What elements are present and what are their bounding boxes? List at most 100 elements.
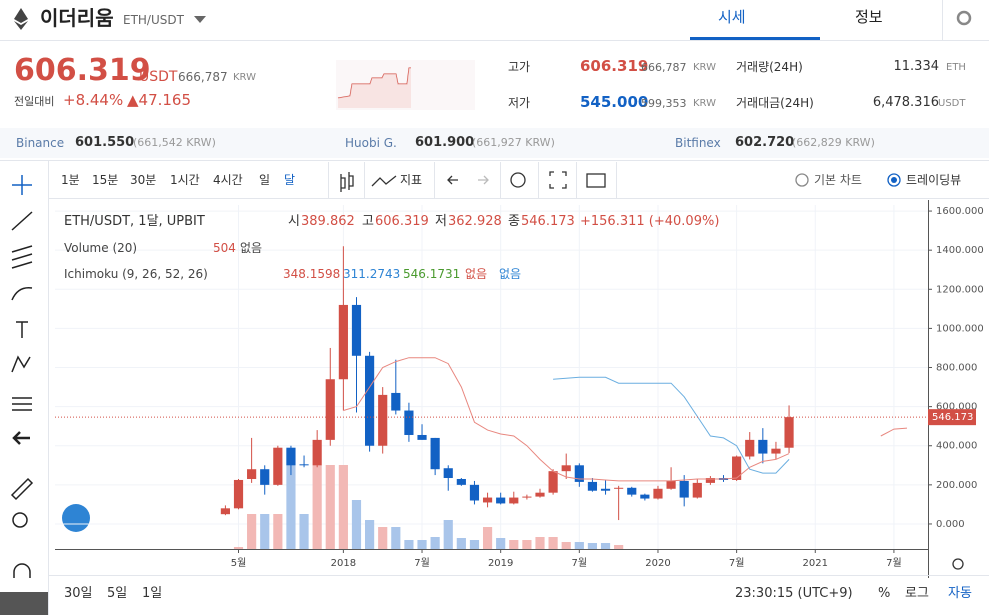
radio-tradingview[interactable] bbox=[887, 173, 901, 187]
price: 606.319 bbox=[14, 53, 151, 88]
candle-body bbox=[587, 481, 598, 491]
change-abs: ▲47.165 bbox=[127, 91, 192, 109]
interval[interactable]: 4시간 bbox=[213, 173, 243, 187]
interval[interactable]: 일 bbox=[259, 173, 271, 187]
separator bbox=[328, 162, 329, 198]
volume-bar bbox=[587, 543, 598, 549]
tab[interactable]: 시세 bbox=[718, 8, 746, 26]
stat-krw: 666,787 bbox=[641, 61, 687, 74]
volume-bar bbox=[273, 514, 283, 549]
pattern-tool[interactable] bbox=[11, 355, 31, 373]
prediction-tool[interactable] bbox=[12, 397, 32, 411]
zoom-tool[interactable] bbox=[12, 512, 28, 528]
volume-bar bbox=[600, 543, 611, 549]
candle-body bbox=[600, 488, 611, 491]
candle-body bbox=[391, 392, 401, 411]
ohlc-value: 389.862 bbox=[301, 214, 355, 229]
range[interactable]: 30일 bbox=[64, 586, 93, 601]
text-tool[interactable] bbox=[16, 321, 28, 338]
settings-gear[interactable] bbox=[956, 10, 972, 26]
radio-basic[interactable] bbox=[795, 173, 809, 187]
y-tick-label: 200.000 bbox=[936, 480, 977, 491]
x-tick-label: 7월 bbox=[886, 557, 902, 569]
candle-type[interactable] bbox=[340, 172, 354, 192]
percent[interactable]: % bbox=[878, 586, 891, 601]
ohlc-label: 시 bbox=[288, 214, 300, 229]
volume-bar bbox=[404, 540, 414, 549]
last-price-box bbox=[928, 409, 976, 426]
interval[interactable]: 1시간 bbox=[170, 173, 200, 187]
volume-bar bbox=[561, 542, 571, 549]
interval[interactable]: 달 bbox=[284, 173, 296, 187]
log[interactable]: 로그 bbox=[905, 586, 929, 601]
volume-bar bbox=[233, 547, 244, 549]
candle-body bbox=[220, 508, 230, 515]
candle-body bbox=[365, 355, 375, 446]
volume-title[interactable]: Volume (20) bbox=[64, 241, 138, 255]
last-price-label: 546.173 bbox=[932, 412, 973, 423]
volume-bar bbox=[325, 465, 335, 549]
candle-body bbox=[653, 488, 663, 499]
ichimoku-title[interactable]: Ichimoku (9, 26, 52, 26) bbox=[64, 267, 208, 281]
x-tick-label: 2018 bbox=[331, 558, 356, 569]
price-krw: 666,787 bbox=[178, 70, 228, 84]
ohlc-value: 606.319 bbox=[375, 214, 429, 229]
crosshair-tool[interactable] bbox=[12, 175, 32, 195]
ruler-tool[interactable] bbox=[10, 477, 34, 501]
separator bbox=[500, 162, 501, 198]
volume-bar bbox=[443, 520, 453, 549]
range[interactable]: 1일 bbox=[142, 586, 163, 601]
range[interactable]: 5일 bbox=[107, 586, 128, 601]
interval[interactable]: 15분 bbox=[92, 173, 119, 187]
brush-tool[interactable] bbox=[11, 287, 33, 301]
tab[interactable]: 정보 bbox=[855, 8, 883, 26]
chart-settings[interactable] bbox=[952, 558, 964, 570]
dropdown[interactable] bbox=[194, 16, 206, 23]
candle-body bbox=[286, 447, 296, 466]
change-label: 전일대비 bbox=[14, 95, 55, 108]
screenshot[interactable] bbox=[586, 173, 606, 188]
fullscreen[interactable] bbox=[549, 171, 567, 189]
undo[interactable] bbox=[447, 175, 458, 185]
interval[interactable]: 30분 bbox=[130, 173, 157, 187]
candle-body bbox=[417, 434, 427, 440]
chart-type[interactable]: 기본 차트 bbox=[814, 173, 862, 187]
stat-value: 11.334 bbox=[893, 59, 940, 74]
back-tool[interactable] bbox=[12, 431, 30, 445]
candle-body bbox=[732, 456, 742, 480]
y-tick-label: 0.000 bbox=[936, 519, 965, 530]
x-tick-label: 7월 bbox=[414, 557, 430, 569]
indicator[interactable]: 지표 bbox=[400, 173, 423, 187]
candle-body bbox=[299, 464, 309, 466]
candle-body bbox=[443, 468, 453, 479]
exchange-krw: (662,829 KRW) bbox=[792, 136, 875, 149]
volume-bar bbox=[522, 540, 532, 549]
volume-value: 504 bbox=[213, 241, 236, 255]
clock: 23:30:15 (UTC+9) bbox=[735, 586, 853, 601]
volume-bar bbox=[548, 537, 558, 549]
stat-value: 6,478.316 bbox=[872, 95, 939, 110]
redo[interactable] bbox=[478, 175, 489, 185]
magnet-tool[interactable] bbox=[13, 563, 31, 578]
volume-bar bbox=[614, 545, 624, 549]
settings[interactable] bbox=[510, 172, 526, 188]
legend-title[interactable]: ETH/USDT, 1달, UPBIT bbox=[64, 214, 205, 229]
lock-tool[interactable] bbox=[0, 592, 48, 615]
chart-type[interactable]: 트레이딩뷰 bbox=[906, 173, 962, 187]
indicator-icon[interactable] bbox=[371, 175, 397, 187]
y-tick-label: 800.000 bbox=[936, 363, 977, 374]
volume-none: 없음 bbox=[240, 241, 263, 255]
volume-bar bbox=[351, 500, 362, 549]
pair: ETH/USDT bbox=[123, 13, 184, 27]
auto[interactable]: 자동 bbox=[948, 586, 972, 601]
y-tick-label: 1000.000 bbox=[936, 323, 984, 334]
interval[interactable]: 1분 bbox=[61, 173, 80, 187]
candle-body bbox=[233, 479, 244, 509]
line-tool[interactable] bbox=[11, 211, 33, 231]
candle-body bbox=[456, 478, 466, 485]
ohlc-label: 저 bbox=[435, 214, 447, 229]
fib-tool[interactable] bbox=[11, 245, 33, 269]
volume-bar bbox=[417, 540, 427, 549]
ichimoku-value: 546.1731 bbox=[403, 267, 461, 281]
